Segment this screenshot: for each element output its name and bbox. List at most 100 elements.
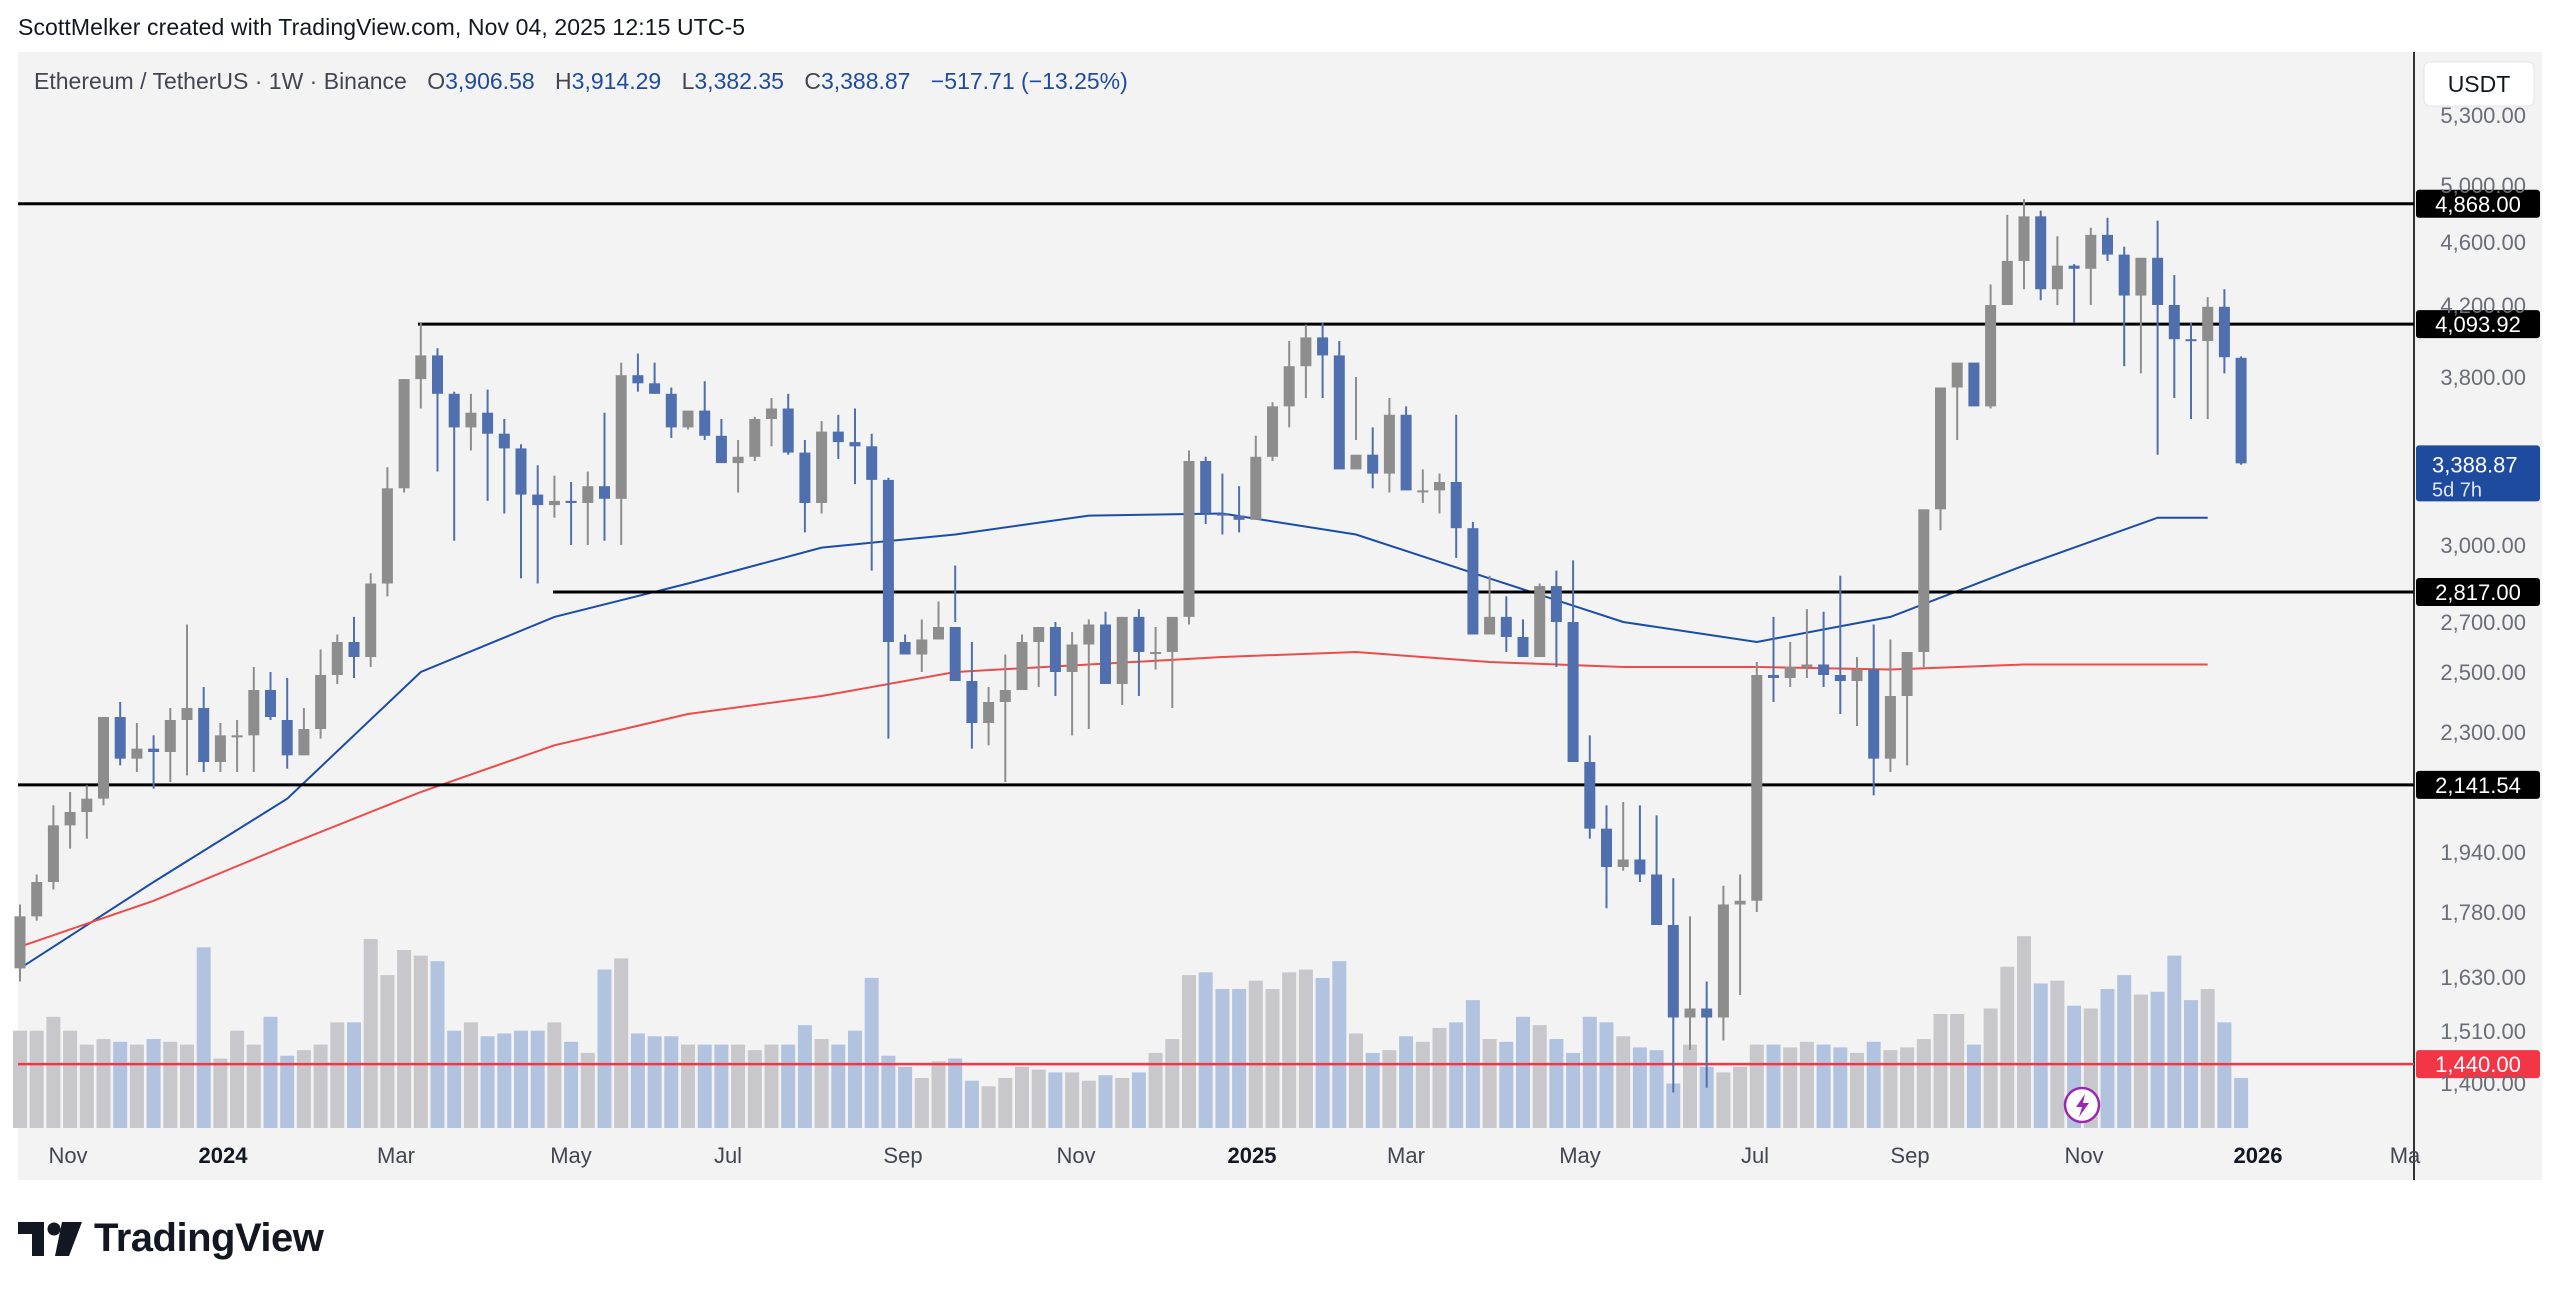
candle-body[interactable] [799, 452, 811, 503]
candle-body[interactable] [916, 639, 928, 655]
candle[interactable] [832, 414, 844, 459]
candle[interactable] [214, 723, 226, 772]
candle[interactable] [465, 393, 477, 451]
candle[interactable] [782, 393, 794, 455]
candle[interactable] [1484, 575, 1496, 635]
candle[interactable] [532, 465, 544, 584]
candle-body[interactable] [1049, 627, 1061, 672]
candle[interactable] [1584, 735, 1596, 839]
candle[interactable] [582, 471, 594, 546]
candle[interactable] [131, 723, 143, 772]
candle-body[interactable] [1834, 675, 1846, 681]
candle-body[interactable] [131, 748, 143, 759]
candle[interactable] [999, 654, 1011, 783]
price-axis[interactable] [2414, 52, 2542, 1180]
candle-body[interactable] [1884, 696, 1896, 759]
candle[interactable] [682, 410, 694, 430]
candle[interactable] [498, 419, 510, 514]
candle[interactable] [1016, 634, 1028, 691]
candle[interactable] [1651, 815, 1663, 925]
candle-body[interactable] [114, 717, 126, 759]
candle[interactable] [1701, 981, 1713, 1088]
candle[interactable] [1300, 324, 1312, 398]
candle-body[interactable] [1216, 513, 1228, 516]
candle-body[interactable] [31, 882, 43, 917]
candle[interactable] [1517, 619, 1529, 657]
candle[interactable] [81, 785, 93, 839]
candle-body[interactable] [649, 383, 661, 394]
candle[interactable] [2118, 246, 2130, 367]
candle-body[interactable] [699, 410, 711, 436]
candle[interactable] [1918, 509, 1930, 667]
candle[interactable] [599, 412, 610, 541]
candle[interactable] [1267, 402, 1278, 461]
candle[interactable] [933, 601, 944, 640]
candle-body[interactable] [1033, 627, 1045, 642]
candle[interactable] [1768, 616, 1779, 702]
candle[interactable] [1985, 284, 1997, 409]
candle-body[interactable] [2202, 306, 2214, 341]
candle-body[interactable] [1818, 664, 1830, 676]
candle[interactable] [849, 408, 861, 485]
candle-body[interactable] [1868, 669, 1880, 759]
candle[interactable] [98, 717, 109, 806]
candle[interactable] [398, 379, 410, 493]
candle[interactable] [164, 708, 176, 782]
candle[interactable] [365, 573, 377, 667]
candle-body[interactable] [1116, 616, 1128, 684]
candle[interactable] [1100, 611, 1111, 685]
candle[interactable] [1333, 341, 1345, 470]
candle-body[interactable] [1851, 669, 1863, 682]
candle-body[interactable] [1801, 664, 1813, 668]
candle-body[interactable] [214, 735, 226, 762]
candle-body[interactable] [1400, 414, 1412, 491]
candle-body[interactable] [1935, 387, 1946, 510]
candle-body[interactable] [331, 642, 343, 675]
candle[interactable] [916, 619, 928, 672]
candle[interactable] [665, 387, 677, 438]
candle[interactable] [198, 687, 210, 772]
candle[interactable] [1550, 570, 1562, 667]
candlestick-series[interactable] [14, 199, 2247, 1093]
candle-body[interactable] [2118, 254, 2130, 296]
candle-body[interactable] [64, 812, 76, 826]
candle-body[interactable] [415, 355, 427, 380]
candle-body[interactable] [1667, 925, 1679, 1018]
candle-body[interactable] [816, 431, 828, 503]
candle-body[interactable] [181, 708, 193, 720]
candle-body[interactable] [966, 681, 978, 723]
candle[interactable] [1734, 874, 1746, 996]
candle-body[interactable] [2185, 339, 2197, 342]
candle-body[interactable] [665, 393, 677, 428]
candle[interactable] [64, 792, 76, 849]
candle[interactable] [265, 672, 276, 720]
candle-body[interactable] [1100, 624, 1111, 685]
candle-body[interactable] [1333, 355, 1345, 470]
candle[interactable] [548, 475, 560, 518]
candle[interactable] [114, 702, 126, 766]
candle[interactable] [181, 624, 193, 776]
candle[interactable] [1350, 377, 1362, 470]
candle[interactable] [1049, 622, 1061, 696]
candle-body[interactable] [1083, 624, 1095, 645]
candle-body[interactable] [1350, 454, 1362, 470]
candle-body[interactable] [1417, 490, 1429, 493]
candle-body[interactable] [2218, 306, 2230, 358]
candle-body[interactable] [1434, 482, 1445, 491]
candle-body[interactable] [1133, 616, 1145, 652]
candle[interactable] [1500, 596, 1512, 652]
candle[interactable] [615, 362, 627, 545]
lightning-icon[interactable] [2063, 1086, 2101, 1124]
candle[interactable] [699, 381, 711, 440]
candle-body[interactable] [1016, 642, 1028, 690]
candle-body[interactable] [599, 486, 610, 499]
candle[interactable] [2185, 323, 2197, 419]
candle-body[interactable] [1300, 337, 1312, 367]
candle[interactable] [515, 444, 527, 579]
candle-body[interactable] [14, 916, 26, 969]
candle-body[interactable] [2085, 234, 2097, 269]
candle[interactable] [14, 904, 26, 982]
candle[interactable] [231, 720, 243, 772]
candle-body[interactable] [1450, 482, 1462, 529]
